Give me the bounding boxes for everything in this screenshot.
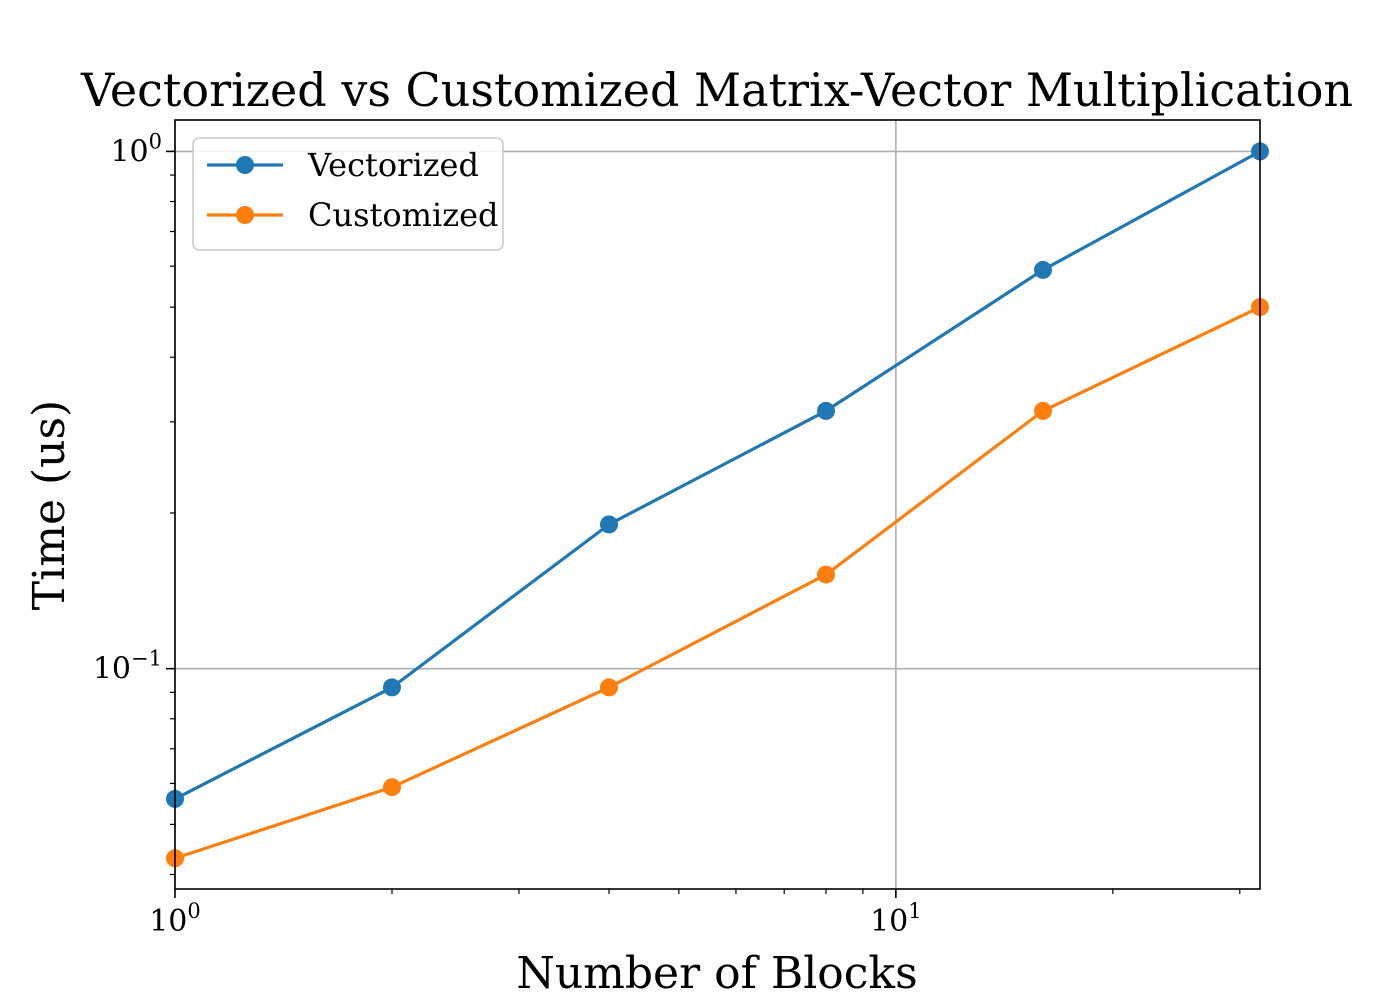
vectorized-series-line — [174, 149, 1261, 801]
vectorized-data-point — [383, 678, 401, 697]
y-axis-label: Time (us) — [24, 400, 75, 610]
y-tick-label: 100 — [110, 129, 162, 169]
legend-customized-marker — [236, 206, 254, 224]
vectorized-data-point — [1034, 260, 1052, 279]
legend: Vectorized Customized — [192, 137, 504, 251]
vectorized-data-point — [600, 515, 618, 534]
vectorized-data-point — [817, 401, 835, 420]
x-tick-label: 100 — [149, 899, 201, 939]
customized-series-line — [174, 305, 1261, 860]
legend-customized-label: Customized — [308, 196, 499, 234]
plot-area-frame — [174, 119, 1261, 890]
legend-vectorized-marker — [236, 156, 254, 174]
customized-data-point — [1034, 401, 1052, 420]
plot-series — [166, 142, 1269, 868]
customized-data-point — [600, 678, 618, 697]
customized-data-point — [817, 565, 835, 584]
x-tick-label: 101 — [870, 899, 922, 939]
y-tick-label: 10−1 — [93, 647, 162, 687]
customized-data-point — [383, 778, 401, 797]
axis-ticks: 100 101 10−1 100 — [93, 129, 1241, 939]
legend-vectorized-label: Vectorized — [307, 146, 479, 184]
chart-title: Vectorized vs Customized Matrix-Vector M… — [80, 63, 1353, 117]
x-axis-label: Number of Blocks — [516, 948, 917, 999]
